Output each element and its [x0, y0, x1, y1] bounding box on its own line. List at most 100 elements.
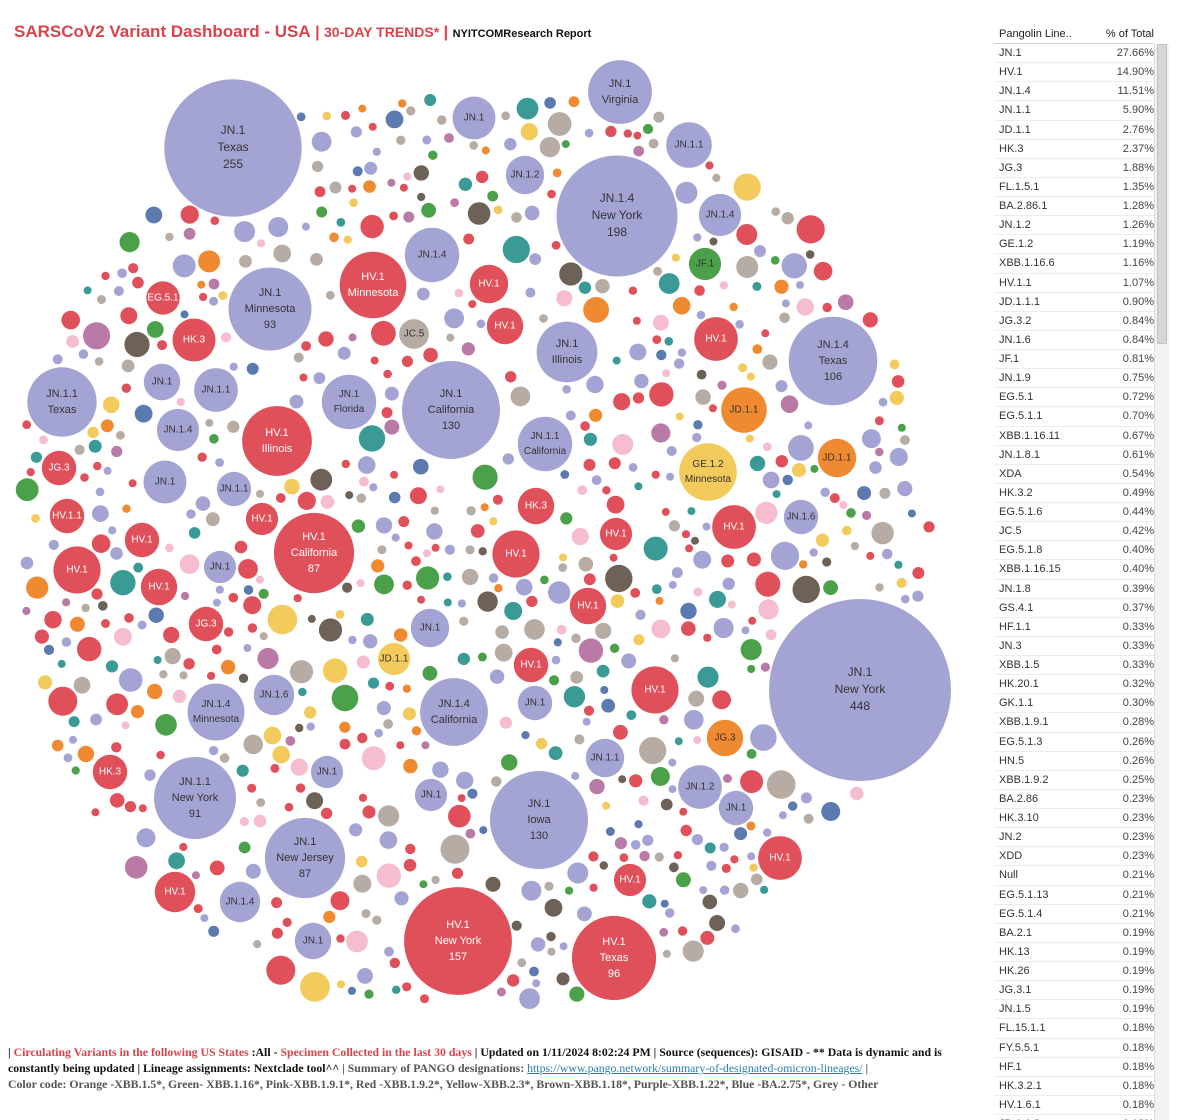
variant-bubble-small[interactable] — [78, 349, 89, 359]
variant-bubble[interactable]: JN.1 — [517, 685, 553, 721]
variant-bubble-small[interactable] — [180, 310, 189, 319]
variant-bubble-small[interactable] — [709, 237, 718, 246]
variant-bubble-small[interactable] — [747, 852, 756, 861]
variant-bubble-small[interactable] — [357, 732, 368, 744]
variant-bubble-small[interactable] — [727, 600, 736, 609]
variant-bubble-small[interactable] — [466, 506, 476, 516]
variant-bubble-small[interactable] — [792, 463, 806, 478]
variant-bubble-small[interactable] — [293, 594, 302, 603]
variant-bubble-small[interactable] — [197, 452, 207, 462]
variant-bubble-small[interactable] — [850, 786, 864, 801]
variant-bubble-small[interactable] — [687, 507, 696, 516]
variant-bubble-small[interactable] — [409, 487, 427, 505]
variant-bubble-small[interactable] — [314, 186, 326, 198]
table-row[interactable]: JN.1 27.66% — [994, 44, 1154, 64]
variant-bubble-small[interactable] — [357, 456, 376, 474]
variant-bubble-small[interactable] — [479, 826, 488, 835]
table-row[interactable]: JN.1.9 0.75% — [994, 369, 1154, 389]
variant-bubble-small[interactable] — [628, 286, 638, 295]
variant-bubble-circle[interactable] — [402, 361, 500, 459]
variant-bubble-small[interactable] — [567, 862, 589, 884]
variant-bubble[interactable]: HV.1 — [712, 505, 756, 549]
variant-bubble-small[interactable] — [621, 653, 637, 669]
variant-bubble-small[interactable] — [837, 294, 854, 310]
variant-bubble-small[interactable] — [198, 250, 221, 273]
variant-bubble-small[interactable] — [297, 491, 316, 510]
variant-bubble-small[interactable] — [642, 123, 654, 135]
variant-bubble-small[interactable] — [605, 827, 615, 836]
variant-bubble-circle[interactable] — [788, 316, 878, 406]
variant-bubble-small[interactable] — [73, 676, 91, 694]
variant-bubble-small[interactable] — [504, 602, 523, 620]
variant-bubble-small[interactable] — [679, 807, 688, 816]
variant-bubble-small[interactable] — [423, 347, 438, 363]
variant-bubble-circle[interactable] — [53, 546, 101, 594]
variant-bubble-small[interactable] — [103, 466, 112, 475]
variant-bubble-small[interactable] — [138, 804, 147, 813]
variant-bubble-small[interactable] — [556, 290, 573, 307]
variant-bubble-small[interactable] — [583, 705, 595, 716]
pango-link[interactable]: https://www.pango.network/summary-of-des… — [527, 1061, 863, 1075]
variant-bubble-small[interactable] — [546, 931, 556, 942]
variant-bubble-small[interactable] — [93, 461, 102, 471]
variant-bubble-small[interactable] — [403, 172, 412, 181]
variant-bubble-small[interactable] — [709, 915, 726, 931]
variant-bubble-small[interactable] — [361, 909, 371, 919]
variant-bubble-small[interactable] — [256, 798, 266, 807]
variant-bubble-small[interactable] — [529, 966, 539, 977]
variant-bubble-small[interactable] — [398, 99, 407, 108]
variant-bubble-small[interactable] — [402, 982, 412, 992]
variant-bubble-small[interactable] — [74, 444, 85, 455]
variant-bubble-circle[interactable] — [783, 499, 819, 535]
variant-bubble-small[interactable] — [459, 616, 469, 626]
variant-bubble-small[interactable] — [504, 138, 517, 151]
variant-bubble-small[interactable] — [763, 828, 772, 837]
variant-bubble-small[interactable] — [477, 652, 487, 662]
variant-bubble-small[interactable] — [341, 110, 350, 120]
variant-bubble-small[interactable] — [760, 662, 771, 672]
variant-bubble-small[interactable] — [758, 599, 779, 620]
variant-bubble-small[interactable] — [209, 434, 219, 444]
variant-bubble-circle[interactable] — [505, 155, 545, 195]
variant-bubble-small[interactable] — [654, 852, 664, 862]
variant-bubble-small[interactable] — [109, 793, 125, 808]
variant-bubble-small[interactable] — [271, 927, 283, 939]
variant-bubble-small[interactable] — [66, 335, 80, 348]
variant-bubble-small[interactable] — [168, 852, 186, 870]
variant-bubble-small[interactable] — [144, 769, 156, 781]
variant-bubble-small[interactable] — [273, 244, 292, 263]
variant-bubble-small[interactable] — [313, 372, 326, 385]
variant-bubble-small[interactable] — [606, 495, 625, 514]
variant-bubble-small[interactable] — [674, 737, 683, 746]
variant-bubble-small[interactable] — [100, 419, 114, 433]
variant-bubble-small[interactable] — [775, 455, 788, 468]
variant-bubble-small[interactable] — [137, 620, 147, 630]
variant-bubble-circle[interactable] — [718, 790, 754, 826]
table-row[interactable]: JN.1.5 0.19% — [994, 1000, 1154, 1020]
variant-bubble-circle[interactable] — [216, 471, 252, 507]
variant-bubble-small[interactable] — [80, 473, 89, 482]
variant-bubble-circle[interactable] — [41, 450, 77, 486]
variant-bubble-circle[interactable] — [817, 438, 857, 478]
variant-bubble-small[interactable] — [765, 629, 777, 641]
variant-bubble-small[interactable] — [208, 278, 220, 290]
variant-bubble-small[interactable] — [583, 458, 596, 471]
table-row[interactable]: JN.1.6 0.84% — [994, 331, 1154, 350]
variant-bubble-small[interactable] — [796, 298, 814, 316]
variant-bubble-small[interactable] — [463, 233, 475, 245]
variant-bubble-small[interactable] — [821, 802, 841, 821]
variant-bubble[interactable]: HK.3 — [172, 318, 216, 362]
variant-bubble-small[interactable] — [119, 232, 140, 253]
variant-bubble-small[interactable] — [762, 354, 778, 370]
variant-bubble-circle[interactable] — [569, 587, 607, 625]
variant-bubble[interactable]: HV.1 — [124, 522, 160, 558]
variant-bubble-small[interactable] — [337, 346, 351, 360]
variant-bubble-small[interactable] — [722, 577, 735, 590]
variant-bubble-small[interactable] — [719, 885, 730, 895]
variant-bubble-small[interactable] — [655, 596, 664, 605]
variant-bubble-small[interactable] — [702, 894, 718, 910]
